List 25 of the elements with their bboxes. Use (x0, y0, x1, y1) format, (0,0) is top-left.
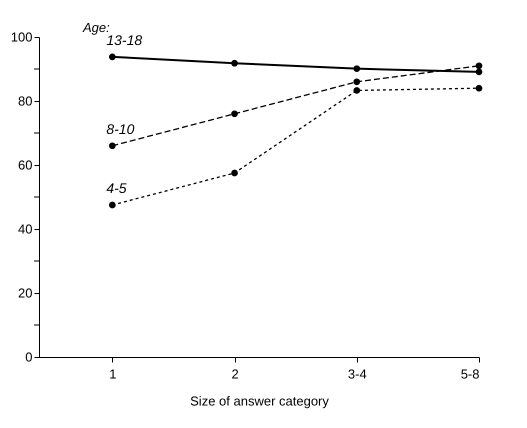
y-tick-label: 20 (18, 286, 32, 300)
y-tick-label: 80 (18, 94, 32, 108)
point (353, 87, 360, 94)
point (108, 202, 116, 208)
y-tick-label: 60 (18, 158, 32, 172)
y-tick-label: 40 (18, 222, 32, 236)
x-tick-label: 3-4 (348, 366, 367, 382)
point (353, 65, 360, 72)
y-tick-label: 100 (10, 30, 32, 44)
point (108, 53, 116, 60)
point (476, 68, 482, 76)
y-tick-label: 0 (25, 350, 32, 364)
point (108, 142, 116, 150)
x-tick-label: 5-8 (460, 366, 480, 382)
series-label: 4-5 (106, 180, 127, 196)
point (231, 170, 238, 176)
point (231, 110, 238, 118)
point (476, 62, 482, 70)
point (231, 60, 238, 67)
series-label: 8-10 (106, 120, 135, 137)
x-tick-label: 1 (109, 366, 116, 382)
point (353, 78, 360, 86)
x-axis-title: Size of answer category (190, 394, 330, 408)
point (476, 84, 482, 92)
x-tick-label: 2 (231, 366, 239, 382)
